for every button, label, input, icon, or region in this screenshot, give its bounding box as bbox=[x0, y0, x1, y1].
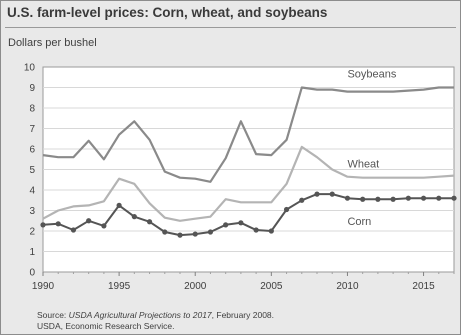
corn-point bbox=[101, 223, 107, 229]
y-tick-label: 1 bbox=[29, 247, 35, 258]
corn-point bbox=[192, 231, 198, 237]
corn-point bbox=[390, 196, 396, 202]
corn-line bbox=[42, 193, 454, 237]
title-divider bbox=[5, 27, 456, 28]
corn-point bbox=[207, 229, 214, 235]
corn-point bbox=[451, 195, 457, 201]
corn-point bbox=[314, 191, 320, 197]
y-tick-label: 10 bbox=[24, 63, 36, 74]
corn-point bbox=[436, 195, 442, 201]
x-tick-label: 2015 bbox=[412, 281, 435, 292]
corn-point bbox=[223, 222, 229, 228]
wheat-line bbox=[42, 145, 455, 222]
corn-point bbox=[55, 221, 61, 227]
source-prefix: Source: bbox=[37, 310, 69, 320]
chart-title: U.S. farm-level prices: Corn, wheat, and… bbox=[7, 5, 328, 20]
y-tick-label: 7 bbox=[29, 124, 35, 135]
corn-point bbox=[162, 229, 168, 235]
corn-point bbox=[405, 195, 411, 201]
wheat-series-label: Wheat bbox=[347, 158, 379, 170]
corn-point bbox=[253, 227, 259, 233]
corn-point bbox=[40, 222, 46, 228]
soybeans-series-label: Soybeans bbox=[347, 68, 396, 80]
corn-series-label: Corn bbox=[347, 216, 371, 228]
corn-point bbox=[70, 227, 77, 233]
x-tick-label: 1990 bbox=[32, 281, 55, 292]
corn-point bbox=[360, 196, 366, 202]
source-publication: USDA Agricultural Projections to 2017 bbox=[68, 310, 212, 320]
corn-point bbox=[299, 197, 305, 203]
corn-point bbox=[329, 191, 335, 197]
source-agency: USDA, Economic Research Service. bbox=[37, 321, 175, 331]
x-tick-label: 1995 bbox=[108, 281, 131, 292]
corn-point bbox=[420, 195, 427, 201]
corn-point bbox=[131, 214, 137, 220]
corn-point bbox=[375, 196, 381, 202]
corn-point bbox=[86, 218, 92, 224]
corn-point bbox=[146, 219, 153, 225]
x-tick-label: 2000 bbox=[184, 281, 207, 292]
corn-point bbox=[268, 228, 274, 234]
y-tick-label: 3 bbox=[29, 206, 35, 217]
y-tick-label: 4 bbox=[29, 186, 35, 197]
y-tick-label: 9 bbox=[29, 83, 35, 94]
x-tick-label: 2005 bbox=[260, 281, 283, 292]
y-axis-label: Dollars per bushel bbox=[8, 37, 97, 49]
corn-point bbox=[177, 232, 183, 238]
source-note: Source: USDA Agricultural Projections to… bbox=[37, 310, 274, 332]
y-tick-label: 6 bbox=[29, 145, 35, 156]
y-tick-label: 2 bbox=[29, 227, 35, 238]
corn-point bbox=[344, 195, 351, 201]
x-tick-label: 2010 bbox=[336, 281, 359, 292]
y-tick-label: 5 bbox=[29, 165, 35, 176]
y-tick-label: 0 bbox=[29, 268, 35, 279]
soybeans-line bbox=[42, 86, 454, 183]
y-tick-label: 8 bbox=[29, 104, 35, 115]
source-date: , February 2008. bbox=[211, 310, 275, 320]
corn-point bbox=[116, 202, 122, 208]
corn-point bbox=[283, 206, 290, 213]
corn-point bbox=[238, 220, 244, 226]
